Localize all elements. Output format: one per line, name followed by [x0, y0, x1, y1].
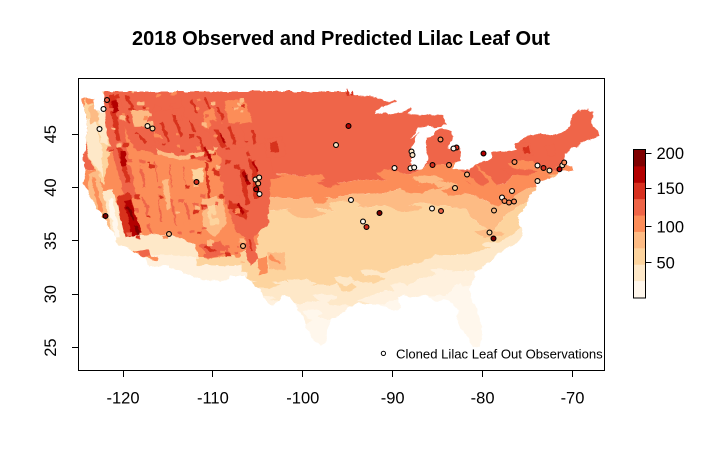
svg-text:Cloned Lilac Leaf Out Observat: Cloned Lilac Leaf Out Observations — [396, 347, 603, 362]
svg-text:45: 45 — [42, 125, 60, 143]
svg-text:150: 150 — [657, 180, 685, 198]
svg-text:-90: -90 — [381, 390, 405, 408]
svg-text:40: 40 — [42, 178, 60, 196]
svg-text:100: 100 — [657, 219, 685, 237]
svg-text:-100: -100 — [286, 390, 319, 408]
svg-text:2018 Observed and Predicted Li: 2018 Observed and Predicted Lilac Leaf O… — [132, 28, 550, 50]
svg-text:30: 30 — [42, 285, 60, 303]
svg-text:-70: -70 — [561, 390, 585, 408]
svg-text:25: 25 — [42, 338, 60, 356]
svg-text:200: 200 — [657, 145, 685, 163]
svg-text:35: 35 — [42, 232, 60, 250]
svg-text:50: 50 — [657, 254, 675, 272]
svg-text:-120: -120 — [106, 390, 139, 408]
svg-text:-80: -80 — [471, 390, 495, 408]
svg-text:-110: -110 — [197, 390, 229, 408]
